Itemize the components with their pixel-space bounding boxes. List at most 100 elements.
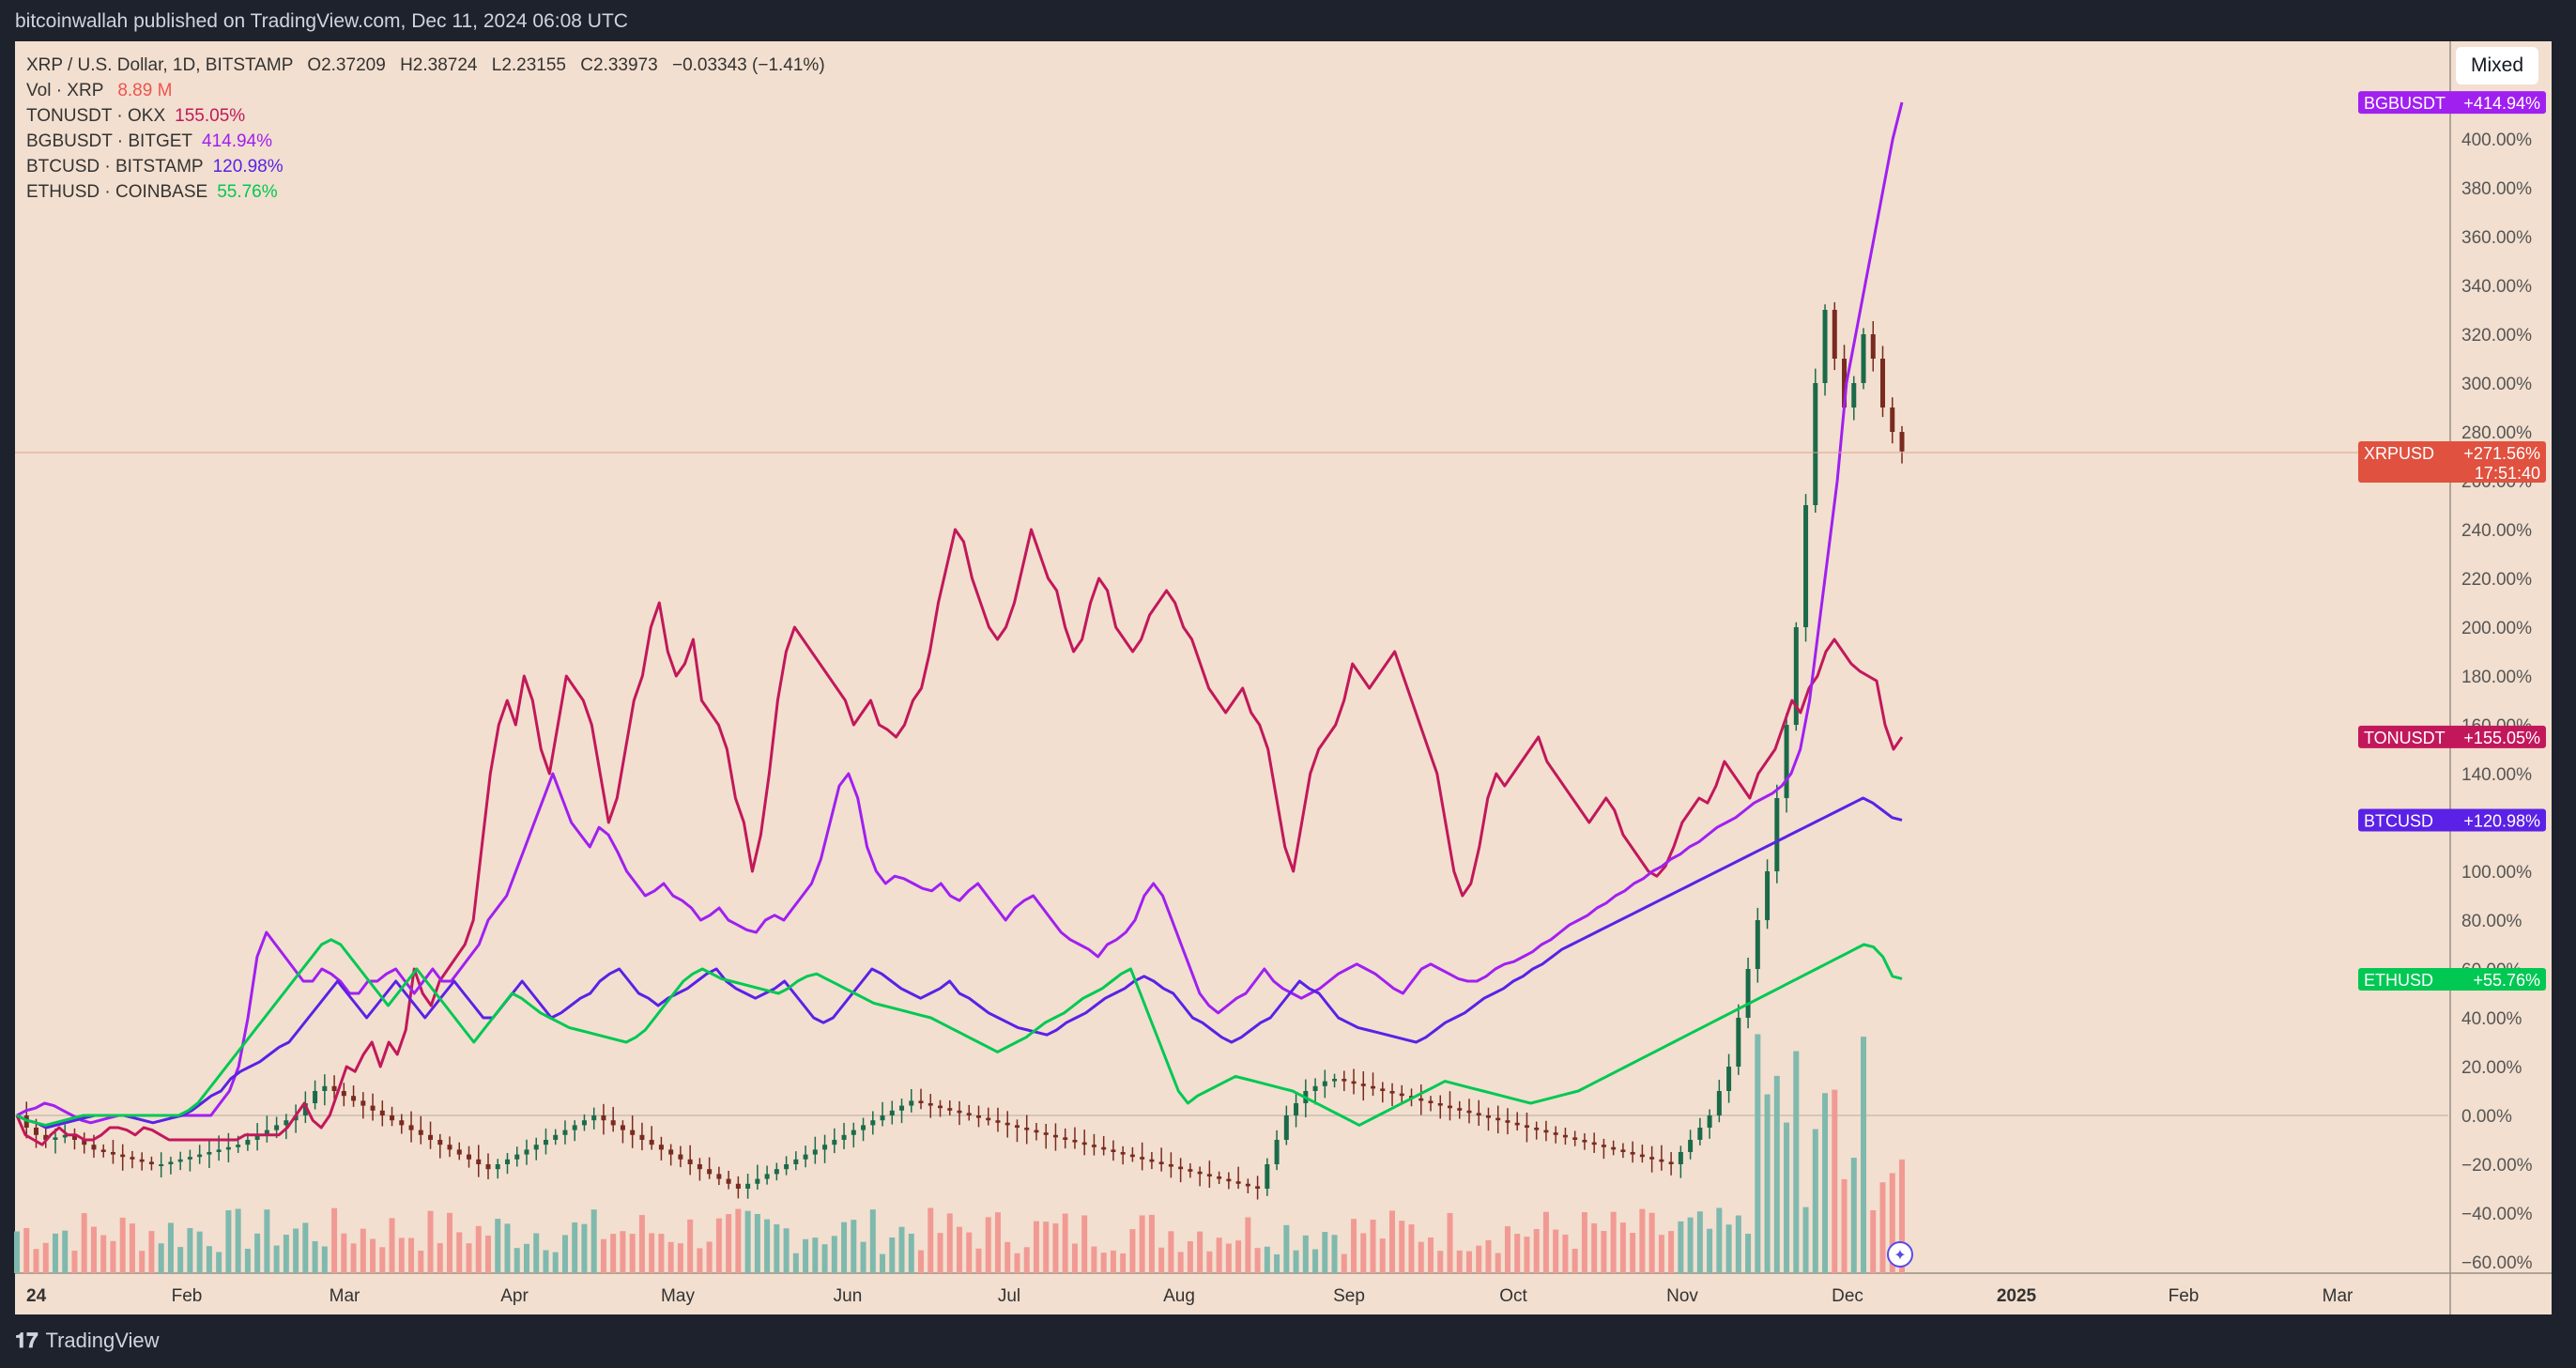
volume-bar xyxy=(14,1231,20,1273)
volume-bar xyxy=(1687,1217,1694,1273)
candle-body xyxy=(832,1140,837,1145)
x-tick-label: Sep xyxy=(1333,1286,1365,1306)
x-tick-label: Jun xyxy=(834,1286,863,1306)
volume-bar xyxy=(52,1233,58,1273)
volume-bar xyxy=(658,1234,665,1273)
candle-body xyxy=(1255,1186,1261,1189)
volume-bar xyxy=(350,1243,357,1273)
volume-bar xyxy=(543,1250,549,1273)
candle-body xyxy=(254,1134,260,1140)
candle-body xyxy=(1765,871,1771,920)
volume-bar xyxy=(62,1230,69,1273)
volume-bar xyxy=(744,1210,751,1273)
candle-body xyxy=(687,1159,693,1164)
candle-body xyxy=(274,1125,280,1130)
y-tick-label: −40.00% xyxy=(2461,1205,2533,1224)
y-tick-label: 40.00% xyxy=(2461,1009,2522,1029)
volume-bar xyxy=(1735,1215,1741,1273)
series-line-ethusd xyxy=(16,938,1903,1127)
volume-bar xyxy=(389,1218,395,1273)
candle-body xyxy=(764,1174,770,1179)
volume-bar xyxy=(1822,1093,1829,1273)
legend-row-label: BTCUSD · BITSTAMP xyxy=(26,157,204,177)
candle-body xyxy=(1245,1183,1250,1187)
tradingview-brand[interactable]: 𝟏𝟕 TradingView xyxy=(15,1329,160,1353)
x-tick-label: Dec xyxy=(1832,1286,1863,1306)
price-label-value: +271.56% xyxy=(2463,444,2540,463)
top-bar: bitcoinwallah published on TradingView.c… xyxy=(0,0,2576,41)
x-tick-label: Nov xyxy=(1666,1286,1698,1306)
price-label-value: +55.76% xyxy=(2473,971,2540,990)
y-tick-label: 240.00% xyxy=(2461,521,2532,541)
candle-body xyxy=(495,1164,500,1170)
chart-area[interactable] xyxy=(15,41,2552,1314)
volume-bar xyxy=(764,1219,771,1273)
candle-body xyxy=(225,1146,231,1150)
candle-body xyxy=(1591,1142,1597,1145)
volume-bar xyxy=(1360,1233,1367,1273)
candle-body xyxy=(562,1130,568,1135)
x-tick-label: 2025 xyxy=(1997,1286,2037,1306)
candle-body xyxy=(851,1130,856,1135)
candle-body xyxy=(1111,1149,1116,1152)
volume-bar xyxy=(42,1242,49,1273)
volume-bar xyxy=(1658,1235,1664,1273)
series-line-btcusd xyxy=(16,796,1903,1130)
volume-bar xyxy=(1110,1250,1116,1273)
candle-body xyxy=(1235,1181,1241,1184)
candle-body xyxy=(1707,1115,1712,1128)
volume-bar xyxy=(821,1244,828,1273)
candle-body xyxy=(1265,1164,1270,1189)
candle-body xyxy=(71,1134,77,1140)
scale-mode-button[interactable]: Mixed xyxy=(2456,47,2538,85)
volume-bar xyxy=(561,1235,568,1273)
candle-body xyxy=(716,1174,722,1179)
volume-bar xyxy=(1177,1252,1184,1273)
candle-body xyxy=(456,1149,462,1155)
candle-body xyxy=(408,1125,414,1130)
volume-bar xyxy=(869,1209,876,1273)
candle-body xyxy=(504,1159,510,1164)
candle-body xyxy=(1861,334,1866,383)
volume-bar xyxy=(1091,1246,1097,1273)
volume-bar xyxy=(1197,1231,1204,1273)
volume-bar xyxy=(33,1249,39,1273)
volume-bar xyxy=(1283,1224,1290,1273)
candle-body xyxy=(1447,1105,1452,1109)
candle-body xyxy=(1418,1098,1424,1101)
volume-bar xyxy=(812,1237,819,1273)
volume-bar xyxy=(928,1207,934,1273)
volume-bar xyxy=(1071,1243,1078,1273)
volume-bar xyxy=(1889,1173,1895,1273)
candle-body xyxy=(1745,969,1751,1018)
candle-body xyxy=(351,1096,357,1101)
volume-bar xyxy=(1476,1245,1482,1273)
candle-body xyxy=(639,1134,645,1140)
legend-change: −0.03343 (−1.41%) xyxy=(671,55,825,75)
price-label-name: BTCUSD xyxy=(2364,811,2433,830)
candle-body xyxy=(957,1110,962,1114)
volume-bar xyxy=(1418,1241,1424,1273)
y-tick-label: 100.00% xyxy=(2461,863,2532,883)
candle-body xyxy=(1178,1166,1184,1170)
volume-bar xyxy=(841,1222,848,1273)
volume-bar xyxy=(1235,1240,1242,1273)
candle-body xyxy=(533,1145,539,1150)
volume-bar xyxy=(706,1241,713,1273)
y-tick-label: 380.00% xyxy=(2461,179,2532,199)
volume-bar xyxy=(1302,1235,1309,1273)
volume-bar xyxy=(302,1222,309,1273)
volume-bar xyxy=(715,1218,722,1273)
candle-body xyxy=(33,1128,38,1135)
candle-body xyxy=(1014,1125,1020,1128)
volume-bar xyxy=(1245,1217,1251,1273)
candle-body xyxy=(313,1091,318,1103)
volume-bar xyxy=(1341,1253,1347,1273)
candle-body xyxy=(947,1108,953,1111)
chart-legend: XRP / U.S. Dollar, 1D, BITSTAMP O2.37209… xyxy=(26,53,825,205)
volume-bar xyxy=(1351,1219,1357,1273)
volume-bar xyxy=(1447,1212,1453,1273)
volume-bar xyxy=(1601,1231,1607,1273)
price-label-value: +120.98% xyxy=(2463,811,2540,830)
